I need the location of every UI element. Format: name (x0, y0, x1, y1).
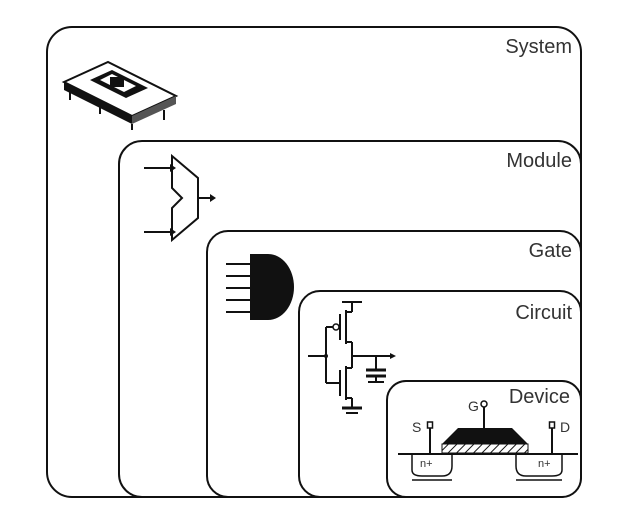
left-doping-label: n+ (420, 458, 433, 470)
chip-package-icon (61, 60, 179, 130)
gate-terminal-label: G (468, 398, 479, 414)
mosfet-cross-section-icon (398, 400, 578, 481)
system-label: System (505, 36, 572, 58)
device-label: Device (508, 386, 570, 408)
right-doping-label: n+ (538, 458, 551, 470)
transistor-circuit-icon (308, 301, 396, 414)
and-gate-icon (226, 254, 294, 320)
drain-terminal-label: D (560, 419, 571, 435)
module-label: Module (506, 150, 572, 172)
gate-label: Gate (528, 240, 572, 262)
circuit-label: Circuit (515, 302, 572, 324)
multiplexer-icon (144, 153, 216, 243)
source-terminal-label: S (412, 419, 422, 435)
